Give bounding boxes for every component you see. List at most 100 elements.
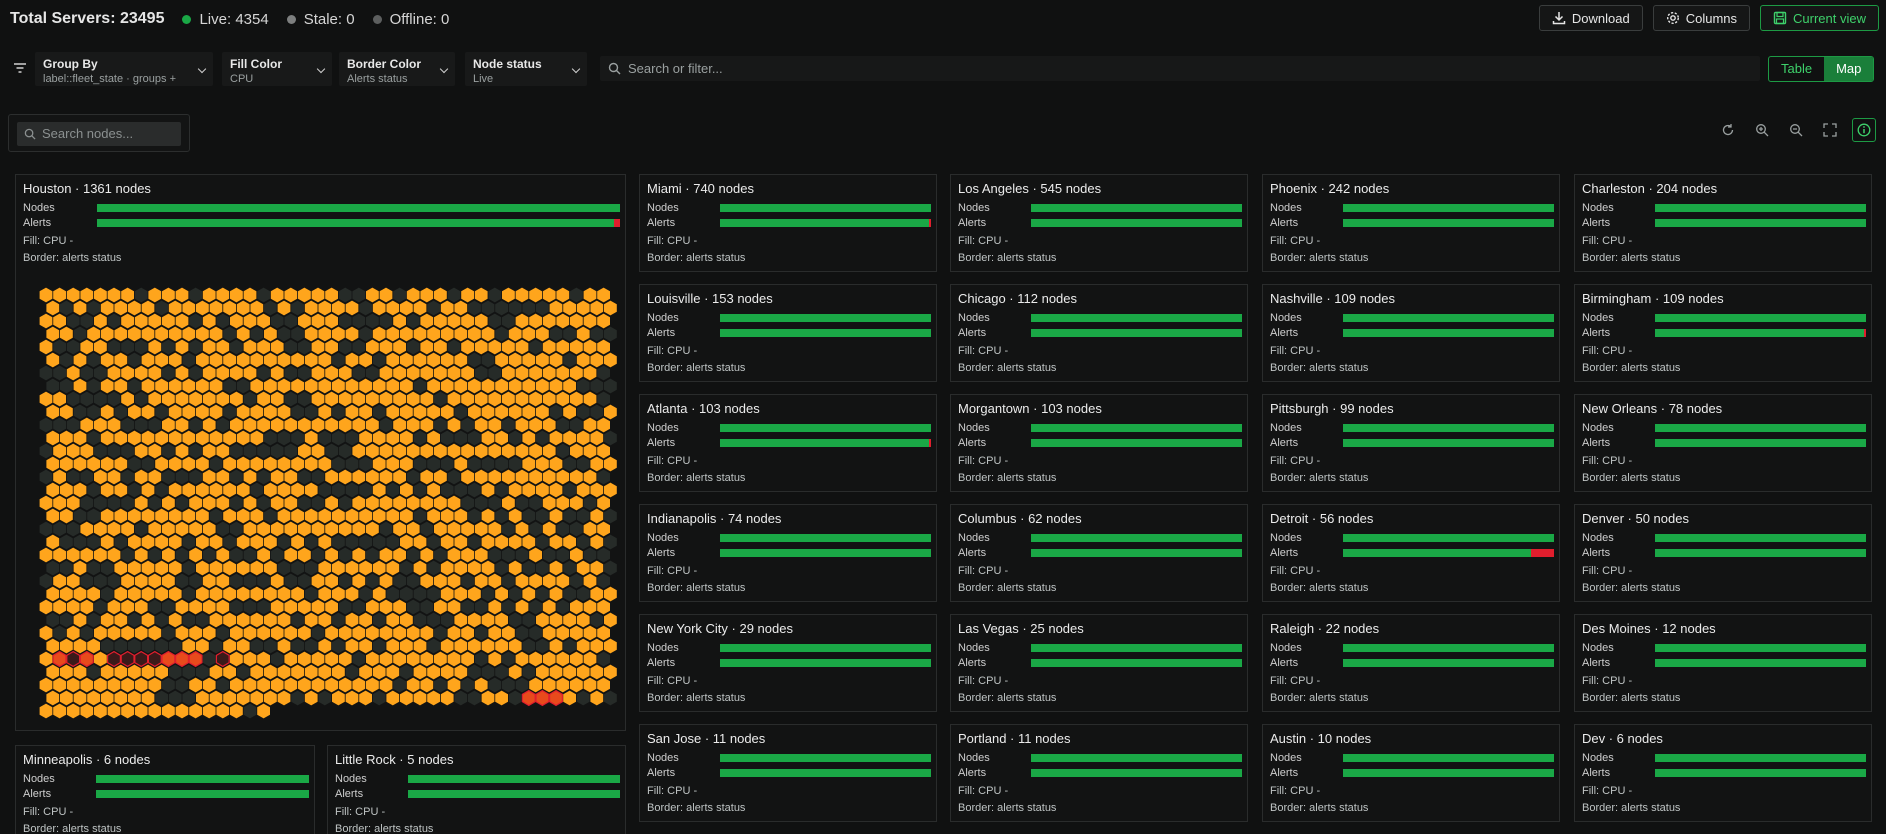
node-hex[interactable] bbox=[488, 365, 502, 381]
node-hex[interactable] bbox=[304, 560, 318, 576]
node-hex[interactable] bbox=[175, 287, 189, 303]
group-card[interactable]: Raleigh · 22 nodes Nodes Alerts Fill: CPU -… bbox=[1262, 614, 1560, 712]
node-hex[interactable] bbox=[60, 378, 73, 394]
node-hex[interactable] bbox=[155, 378, 168, 394]
node-hex[interactable] bbox=[270, 313, 284, 329]
node-hex[interactable] bbox=[590, 326, 604, 342]
node-hex[interactable] bbox=[318, 404, 332, 420]
node-hex[interactable] bbox=[134, 573, 148, 589]
node-hex[interactable] bbox=[461, 599, 474, 615]
node-hex[interactable] bbox=[325, 443, 338, 459]
node-hex[interactable] bbox=[440, 404, 454, 420]
node-hex[interactable] bbox=[114, 560, 128, 576]
node-hex[interactable] bbox=[257, 677, 270, 693]
node-hex[interactable] bbox=[168, 378, 182, 394]
node-hex[interactable] bbox=[284, 599, 298, 615]
group-card[interactable]: Des Moines · 12 nodes Nodes Alerts Fill: CP… bbox=[1574, 614, 1872, 712]
node-hex[interactable] bbox=[522, 456, 536, 472]
node-hex[interactable] bbox=[148, 313, 162, 329]
node-hex[interactable] bbox=[447, 365, 461, 381]
node-hex[interactable] bbox=[420, 287, 434, 303]
node-hex[interactable] bbox=[447, 495, 461, 511]
node-hex[interactable] bbox=[277, 378, 291, 394]
node-hex[interactable] bbox=[264, 482, 277, 498]
node-hex[interactable] bbox=[60, 508, 73, 524]
node-hex[interactable] bbox=[563, 560, 576, 576]
node-hex[interactable] bbox=[298, 547, 311, 563]
node-hex[interactable] bbox=[345, 482, 359, 498]
node-hex[interactable] bbox=[332, 560, 345, 576]
node-hex[interactable] bbox=[128, 664, 141, 680]
node-hex[interactable] bbox=[189, 339, 202, 355]
node-hex[interactable] bbox=[216, 677, 230, 693]
node-hex[interactable] bbox=[148, 625, 162, 641]
node-hex[interactable] bbox=[454, 534, 468, 550]
node-hex[interactable] bbox=[277, 690, 291, 706]
node-hex[interactable] bbox=[196, 560, 209, 576]
node-hex[interactable] bbox=[406, 417, 420, 433]
node-hex[interactable] bbox=[563, 586, 576, 602]
node-hex[interactable] bbox=[257, 651, 270, 667]
node-hex[interactable] bbox=[243, 547, 257, 563]
node-hex[interactable] bbox=[291, 378, 304, 394]
node-hex[interactable] bbox=[53, 443, 66, 459]
node-hex[interactable] bbox=[400, 586, 413, 602]
node-hex[interactable] bbox=[604, 378, 617, 394]
node-hex[interactable] bbox=[556, 469, 570, 485]
node-hex[interactable] bbox=[549, 612, 563, 628]
node-hex[interactable] bbox=[332, 430, 345, 446]
node-hex[interactable] bbox=[400, 482, 413, 498]
node-hex[interactable] bbox=[148, 495, 162, 511]
node-hex[interactable] bbox=[393, 599, 406, 615]
node-hex[interactable] bbox=[168, 586, 182, 602]
node-hex[interactable] bbox=[352, 495, 366, 511]
node-hex[interactable] bbox=[481, 508, 495, 524]
node-hex[interactable] bbox=[155, 404, 168, 420]
node-hex[interactable] bbox=[100, 326, 114, 342]
node-hex[interactable] bbox=[189, 521, 202, 537]
node-hex[interactable] bbox=[508, 534, 522, 550]
node-hex[interactable] bbox=[60, 534, 73, 550]
node-hex[interactable] bbox=[406, 365, 420, 381]
node-hex[interactable] bbox=[515, 547, 529, 563]
node-hex[interactable] bbox=[182, 612, 196, 628]
node-hex[interactable] bbox=[257, 313, 270, 329]
node-hex[interactable] bbox=[338, 573, 352, 589]
node-hex[interactable] bbox=[386, 300, 400, 316]
node-hex[interactable] bbox=[400, 430, 413, 446]
node-hex[interactable] bbox=[134, 339, 148, 355]
node-hex[interactable] bbox=[542, 287, 556, 303]
node-hex[interactable] bbox=[250, 612, 264, 628]
node-hex[interactable] bbox=[583, 495, 597, 511]
node-hex[interactable] bbox=[311, 573, 325, 589]
node-hex[interactable] bbox=[80, 391, 94, 407]
node-hex[interactable] bbox=[155, 300, 168, 316]
node-hex[interactable] bbox=[182, 326, 196, 342]
node-hex[interactable] bbox=[454, 482, 468, 498]
node-hex[interactable] bbox=[175, 547, 189, 563]
node-hex[interactable] bbox=[386, 560, 400, 576]
node-hex[interactable] bbox=[393, 651, 406, 667]
node-hex[interactable] bbox=[386, 690, 400, 706]
node-hex[interactable] bbox=[277, 534, 291, 550]
node-hex[interactable] bbox=[413, 690, 427, 706]
node-hex[interactable] bbox=[447, 313, 461, 329]
node-hex[interactable] bbox=[243, 495, 257, 511]
node-hex[interactable] bbox=[46, 300, 60, 316]
node-hex[interactable] bbox=[100, 430, 114, 446]
node-hex[interactable] bbox=[583, 651, 597, 667]
node-hex[interactable] bbox=[291, 430, 304, 446]
node-hex[interactable] bbox=[406, 573, 420, 589]
node-hex[interactable] bbox=[250, 300, 264, 316]
node-hex[interactable] bbox=[372, 326, 386, 342]
node-hex[interactable] bbox=[488, 521, 502, 537]
node-hex[interactable] bbox=[284, 391, 298, 407]
node-hex[interactable] bbox=[379, 625, 393, 641]
node-hex[interactable] bbox=[94, 625, 107, 641]
node-hex[interactable] bbox=[570, 599, 583, 615]
node-hex[interactable] bbox=[359, 482, 372, 498]
node-hex[interactable] bbox=[515, 625, 529, 641]
node-hex[interactable] bbox=[100, 482, 114, 498]
node-hex[interactable] bbox=[168, 690, 182, 706]
node-hex[interactable] bbox=[379, 443, 393, 459]
